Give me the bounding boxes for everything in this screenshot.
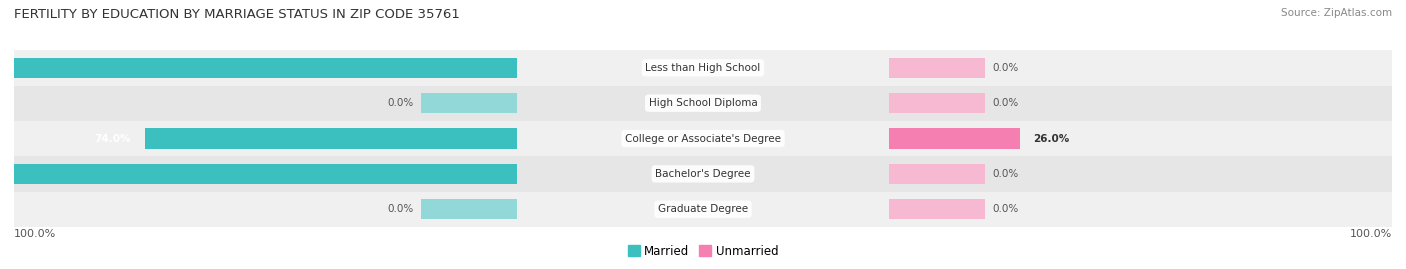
Text: 0.0%: 0.0% (993, 169, 1018, 179)
Text: 0.0%: 0.0% (993, 204, 1018, 214)
Text: 0.0%: 0.0% (993, 98, 1018, 108)
Text: College or Associate's Degree: College or Associate's Degree (626, 133, 780, 144)
Text: 74.0%: 74.0% (94, 133, 131, 144)
Text: FERTILITY BY EDUCATION BY MARRIAGE STATUS IN ZIP CODE 35761: FERTILITY BY EDUCATION BY MARRIAGE STATU… (14, 8, 460, 21)
Bar (420, 199, 517, 220)
Bar (14, 164, 517, 184)
Legend: Married, Unmarried: Married, Unmarried (623, 240, 783, 262)
Text: 100.0%: 100.0% (14, 229, 56, 239)
Bar (14, 50, 1392, 86)
Text: High School Diploma: High School Diploma (648, 98, 758, 108)
Text: 0.0%: 0.0% (388, 204, 413, 214)
Bar (145, 128, 517, 149)
Bar (14, 121, 1392, 156)
Text: 26.0%: 26.0% (1033, 133, 1070, 144)
Text: 0.0%: 0.0% (993, 63, 1018, 73)
Bar (889, 128, 1019, 149)
Bar (420, 93, 517, 114)
Bar (14, 156, 1392, 192)
Text: Source: ZipAtlas.com: Source: ZipAtlas.com (1281, 8, 1392, 18)
Bar (14, 58, 517, 78)
Text: Less than High School: Less than High School (645, 63, 761, 73)
Bar (14, 192, 1392, 227)
Text: Graduate Degree: Graduate Degree (658, 204, 748, 214)
Bar (889, 164, 986, 184)
Bar (889, 199, 986, 220)
Bar (14, 86, 1392, 121)
Bar (889, 58, 986, 78)
Text: 0.0%: 0.0% (388, 98, 413, 108)
Text: 100.0%: 100.0% (1350, 229, 1392, 239)
Bar (889, 93, 986, 114)
Text: Bachelor's Degree: Bachelor's Degree (655, 169, 751, 179)
